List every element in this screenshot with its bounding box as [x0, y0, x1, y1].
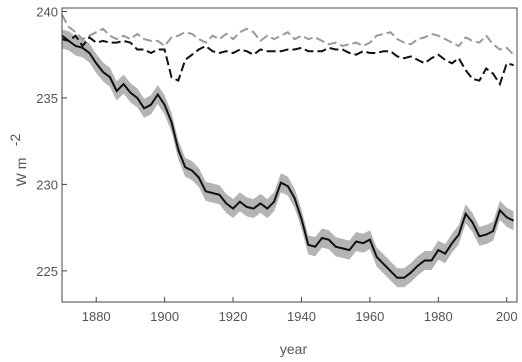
- x-tick-label-1960: 1960: [355, 309, 384, 324]
- y-tick-label-230: 230: [36, 177, 58, 192]
- y-axis-label-group: W m -2: [7, 134, 29, 187]
- series-line-dashed-gray: [61, 14, 515, 56]
- x-axis-ticks: 1880 1900 1920 1940 1960 1980 200: [82, 297, 518, 324]
- axes-frame: [61, 7, 518, 303]
- uncertainty-band: [62, 29, 514, 288]
- x-tick-label-2000: 200: [496, 309, 518, 324]
- x-tick-label-1880: 1880: [82, 309, 111, 324]
- x-axis-label: year: [280, 341, 308, 357]
- series-line-dashed-black: [61, 34, 514, 87]
- x-tick-label-1940: 1940: [287, 309, 316, 324]
- x-tick-label-1980: 1980: [424, 309, 453, 324]
- y-axis-label: W m: [13, 158, 29, 187]
- y-axis-label-superscript: -2: [7, 134, 23, 147]
- plot-area: [61, 14, 515, 288]
- series-line-solid: [61, 38, 515, 279]
- x-tick-label-1900: 1900: [150, 309, 179, 324]
- y-tick-label-240: 240: [36, 4, 58, 19]
- y-tick-label-225: 225: [36, 264, 58, 279]
- y-tick-label-235: 235: [36, 91, 58, 106]
- x-tick-label-1920: 1920: [219, 309, 248, 324]
- y-axis-ticks: 225 230 235 240: [36, 4, 67, 279]
